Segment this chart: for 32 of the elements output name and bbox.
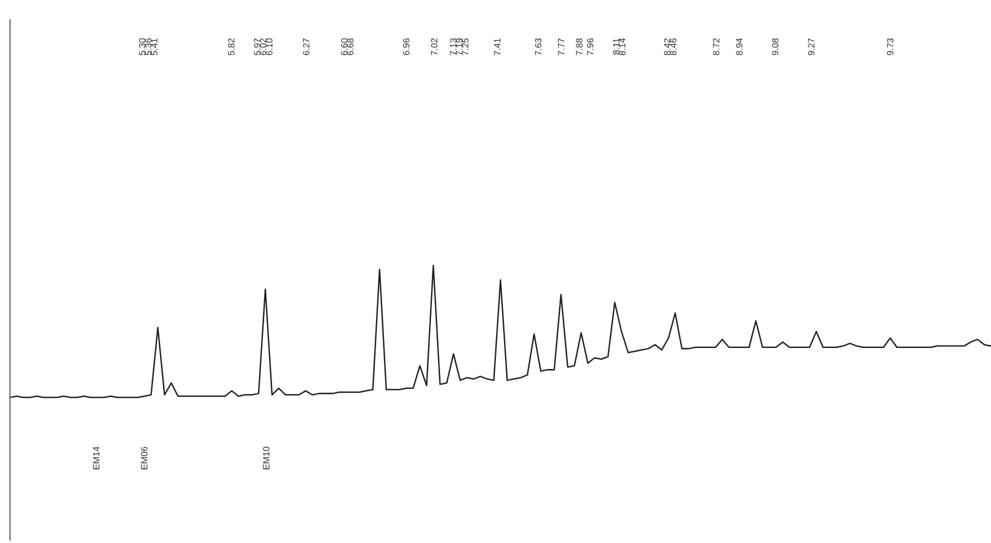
text: 8.42 — [664, 38, 670, 56]
text: 7.88 — [576, 38, 582, 56]
text: 7.02 — [431, 38, 438, 56]
text: 7.77 — [558, 38, 564, 56]
text: 7.63 — [535, 38, 542, 56]
text: 6.96 — [403, 38, 410, 56]
text: 8.94 — [736, 38, 742, 56]
text: 5.30 — [139, 38, 146, 56]
text: 9.73 — [887, 38, 894, 56]
text: 5.41 — [151, 38, 158, 56]
text: 6.27 — [303, 38, 310, 56]
text: 8.14 — [619, 38, 626, 56]
text: 8.46 — [670, 38, 676, 56]
text: 6.02 — [260, 38, 266, 56]
text: 6.60 — [341, 38, 348, 56]
text: 5.82 — [228, 38, 234, 56]
text: EM10 — [263, 446, 270, 470]
text: EM06 — [141, 446, 148, 470]
text: 8.72 — [713, 38, 720, 56]
text: 8.11 — [613, 38, 620, 55]
text: 7.13 — [450, 38, 456, 56]
text: 5.97 — [254, 38, 260, 56]
text: 5.36 — [145, 38, 152, 56]
text: 6.68 — [347, 38, 354, 56]
text: 7.25 — [462, 38, 468, 56]
text: 7.19 — [456, 38, 462, 56]
text: 6.10 — [266, 38, 272, 56]
text: 9.27 — [808, 38, 814, 56]
text: EM14 — [93, 446, 100, 470]
text: 7.41 — [494, 38, 500, 56]
text: 9.08 — [772, 38, 778, 56]
text: 7.96 — [587, 38, 594, 56]
